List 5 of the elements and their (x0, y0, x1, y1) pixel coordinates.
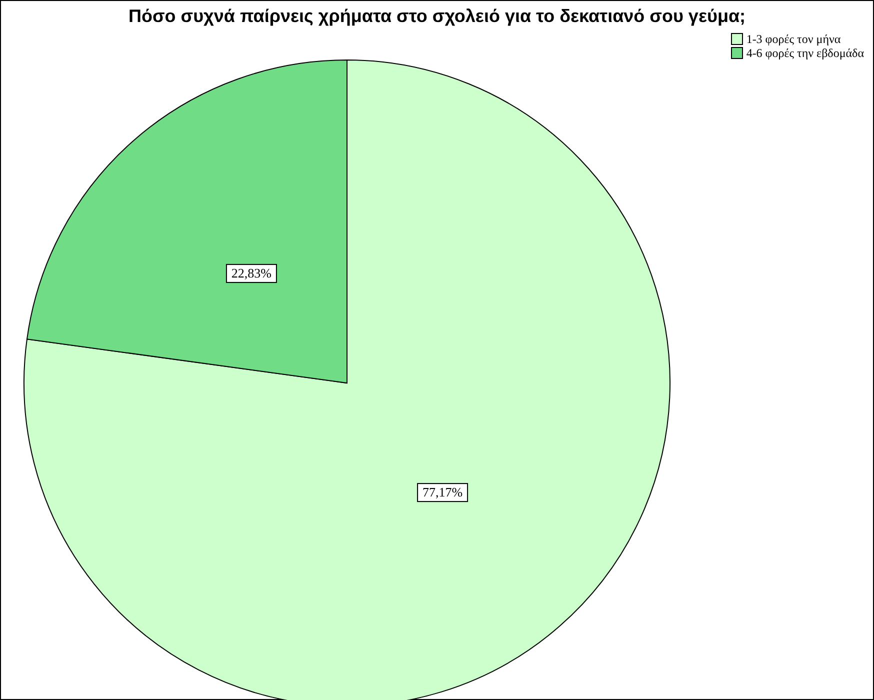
data-label: 77,17% (422, 484, 463, 500)
legend-label: 1-3 φορές τον μήνα (746, 32, 841, 46)
legend-label: 4-6 φορές την εβδομάδα (746, 46, 864, 60)
chart-title: Πόσο συχνά παίρνεις χρήματα στο σχολειό για το δεκατιανό σου γεύμα; (127, 6, 747, 27)
data-label: 22,83% (231, 265, 272, 280)
